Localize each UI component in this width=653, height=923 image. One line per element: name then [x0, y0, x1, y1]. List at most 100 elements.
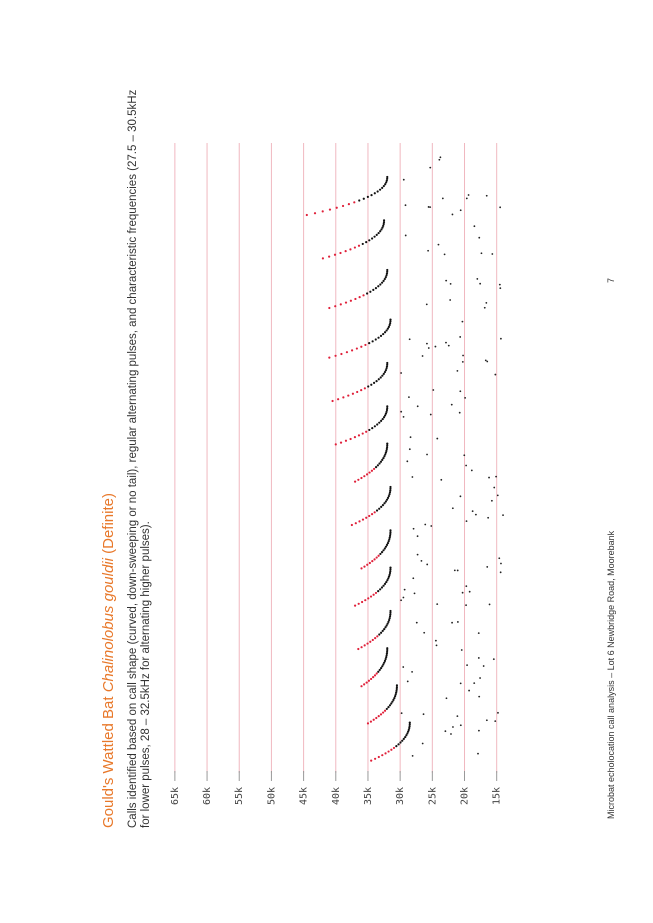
call-point — [383, 277, 386, 281]
noise-point — [459, 390, 462, 393]
call-point — [384, 451, 388, 454]
call-point — [369, 677, 373, 681]
page-number: 7 — [606, 277, 616, 283]
noise-point — [460, 649, 463, 651]
call-point — [361, 518, 365, 521]
noise-point — [480, 252, 483, 255]
call-point — [382, 456, 385, 460]
call-point — [387, 620, 390, 623]
call-point — [305, 213, 308, 217]
noise-point — [502, 514, 504, 517]
call-point — [357, 244, 361, 247]
call-point — [388, 534, 392, 537]
noise-point — [436, 603, 439, 606]
call-point — [368, 514, 371, 518]
call-point — [381, 374, 384, 377]
call-point — [385, 543, 389, 546]
noise-point — [445, 697, 448, 700]
call-point — [372, 718, 375, 721]
noise-point — [411, 670, 413, 673]
call-point — [349, 248, 352, 251]
call-point — [371, 427, 374, 430]
noise-point — [459, 724, 462, 727]
noise-point — [421, 742, 424, 745]
call-point — [380, 419, 383, 422]
call-point — [382, 711, 385, 714]
call-point — [383, 627, 386, 631]
noise-point — [468, 689, 471, 692]
call-point — [394, 693, 397, 696]
noise-point — [490, 499, 493, 502]
noise-point — [465, 604, 467, 607]
call-point — [344, 301, 348, 304]
call-point — [375, 233, 378, 236]
y-tick-label: 25k — [427, 787, 438, 805]
noise-point — [456, 369, 459, 372]
noise-point — [421, 355, 424, 357]
noise-point — [483, 306, 486, 309]
call-point — [386, 650, 389, 653]
call-point — [377, 378, 380, 381]
call-point — [350, 349, 354, 352]
call-point — [372, 593, 375, 596]
call-point — [387, 577, 390, 580]
call-point — [383, 547, 386, 550]
call-point — [375, 672, 378, 675]
noise-point — [435, 644, 438, 647]
call-point — [392, 698, 395, 701]
call-point — [385, 652, 389, 655]
noise-point — [400, 372, 403, 374]
noise-point — [496, 494, 499, 497]
call-point — [385, 272, 389, 275]
noise-point — [485, 301, 488, 304]
noise-point — [478, 695, 481, 698]
y-tick-label: 45k — [299, 787, 310, 805]
call-point — [349, 437, 352, 441]
noise-point — [449, 299, 452, 301]
call-point — [357, 434, 361, 437]
call-point — [380, 505, 383, 509]
call-point — [385, 367, 388, 370]
noise-point — [477, 752, 479, 755]
y-tick-label: 20k — [460, 787, 471, 805]
call-point — [378, 507, 381, 510]
call-point — [371, 237, 374, 240]
call-point — [395, 689, 398, 692]
noise-point — [426, 342, 428, 345]
call-point — [360, 685, 363, 688]
noise-point — [495, 475, 497, 478]
noise-point — [498, 557, 501, 560]
noise-point — [492, 658, 495, 661]
call-point — [385, 410, 388, 413]
call-point — [334, 443, 337, 446]
call-point — [378, 462, 381, 465]
call-point — [389, 568, 392, 571]
call-point — [389, 611, 392, 614]
call-point — [375, 556, 378, 559]
call-point — [395, 691, 398, 694]
noise-point — [402, 415, 405, 418]
call-point — [408, 721, 411, 724]
call-point — [373, 511, 376, 514]
call-point — [397, 743, 400, 746]
call-point — [385, 408, 389, 412]
call-point — [379, 376, 382, 379]
call-point — [370, 759, 373, 762]
call-point — [358, 520, 361, 523]
noise-point — [471, 510, 474, 513]
call-point — [321, 210, 324, 213]
noise-point — [403, 588, 406, 591]
noise-point — [423, 631, 426, 634]
call-point — [328, 356, 331, 359]
call-point — [385, 181, 388, 184]
y-tick-label: 55k — [234, 787, 245, 805]
noise-point — [436, 437, 439, 440]
call-point — [386, 622, 389, 625]
call-point — [365, 241, 368, 244]
call-point — [389, 485, 392, 489]
call-point — [369, 290, 372, 293]
noise-point — [429, 413, 432, 416]
call-point — [389, 566, 392, 569]
call-point — [331, 399, 334, 403]
